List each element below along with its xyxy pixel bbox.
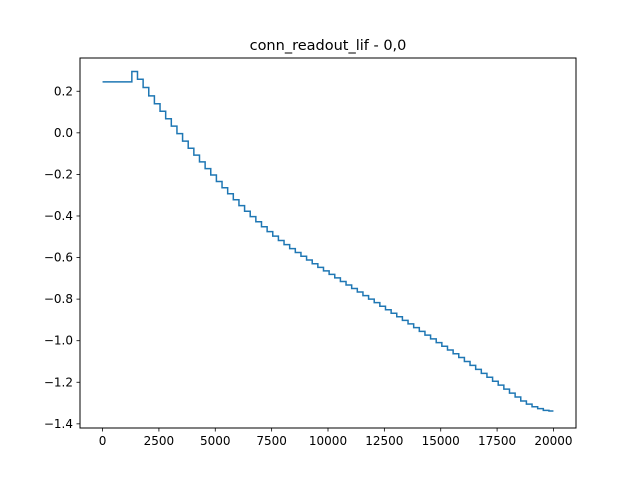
plot-frame [79,57,577,429]
x-tick-label: 7500 [256,434,287,448]
x-tick-label: 5000 [200,434,231,448]
x-tick-label: 10000 [309,434,347,448]
x-axis-ticks: 0 2500 5000 7500 10000 12500 15000 17500 20000 [99,428,573,448]
y-tick-label: −0.2 [44,167,73,181]
y-tick-label: −0.4 [44,209,73,223]
x-tick-label: 0 [99,434,107,448]
y-tick-label: −1.4 [44,417,73,431]
y-tick-label: 0.2 [54,84,73,98]
y-tick-label: −1.2 [44,375,73,389]
x-tick-label: 20000 [534,434,572,448]
x-tick-label: 12500 [365,434,403,448]
chart-title: conn_readout_lif - 0,0 [250,38,407,54]
y-tick-label: 0.0 [54,126,73,140]
y-tick-label: −0.8 [44,292,73,306]
series-line [102,70,554,412]
y-axis-ticks: 0.2 0.0 −0.2 −0.4 −0.6 −0.8 −1.0 −1.2 −1.4 [44,84,80,431]
x-tick-label: 17500 [478,434,516,448]
y-tick-label: −1.0 [44,334,73,348]
x-tick-label: 2500 [144,434,175,448]
y-tick-label: −0.6 [44,251,73,265]
x-tick-label: 15000 [422,434,460,448]
